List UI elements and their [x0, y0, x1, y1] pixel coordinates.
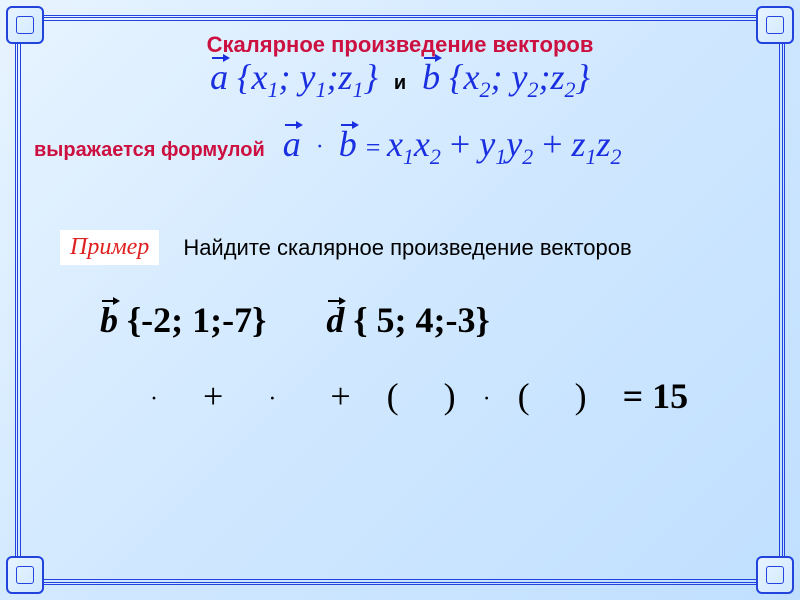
example-label-box: Пример [60, 230, 159, 265]
expressed-by-label: выражается формулой [34, 139, 265, 162]
vector-a-def: a {x1; y1;z1} [210, 56, 378, 103]
formula-line: выражается формулой a · b = x1x2 + y1y2 … [34, 123, 760, 170]
vector-b-given: b {-2; 1;-7} [100, 299, 266, 341]
vector-arrow-b: b [422, 56, 440, 98]
dot-icon: · [268, 387, 276, 413]
corner-ornament [756, 6, 794, 44]
corner-ornament [6, 6, 44, 44]
vector-arrow-a: a [283, 123, 301, 165]
dot-product-formula: a · b = x1x2 + y1y2 + z1z2 [283, 123, 622, 170]
slide-content: Скалярное произведение векторов a {x1; y… [40, 32, 760, 417]
dot-icon: · [483, 387, 491, 413]
example-task-text: Найдите скалярное произведение векторов [183, 235, 631, 261]
calculation-line: · + · + ( ) · ( ) = 15 [150, 375, 760, 417]
calculation-result: = 15 [623, 376, 689, 416]
and-word: и [394, 72, 406, 95]
given-vectors-row: b {-2; 1;-7} d { 5; 4;-3} [100, 299, 760, 341]
left-paren: ( [387, 376, 399, 416]
slide-title: Скалярное произведение векторов [40, 32, 760, 58]
plus-sign: + [330, 376, 350, 416]
right-paren: ) [575, 376, 587, 416]
vector-b-def: b {x2; y2;z2} [422, 56, 590, 103]
vector-d-given: d { 5; 4;-3} [326, 299, 489, 341]
vectors-definition-line: a {x1; y1;z1} и b {x2; y2;z2} [40, 56, 760, 103]
plus-sign: + [203, 376, 223, 416]
corner-ornament [756, 556, 794, 594]
vector-arrow-b: b [100, 299, 118, 341]
example-row: Пример Найдите скалярное произведение ве… [60, 230, 760, 265]
vector-arrow-a: a [210, 56, 228, 98]
vector-arrow-b: b [339, 123, 357, 165]
vector-arrow-d: d [326, 299, 344, 341]
corner-ornament [6, 556, 44, 594]
right-paren: ) [444, 376, 456, 416]
dot-icon: · [150, 387, 158, 413]
left-paren: ( [518, 376, 530, 416]
